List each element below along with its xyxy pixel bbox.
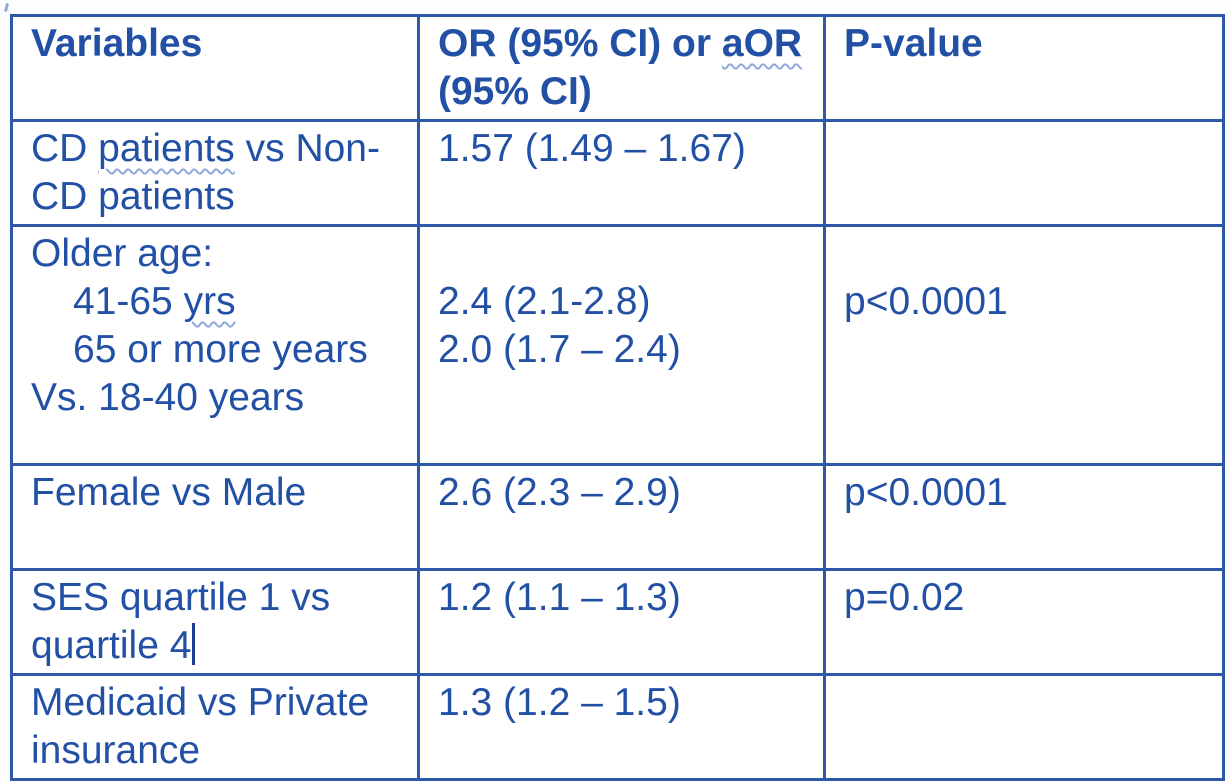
cell-line: Medicaid vs Private: [31, 679, 403, 727]
table-row: Female vs Male 2.6 (2.3 – 2.9) p<0.0001: [10, 463, 1225, 571]
text-segment: 1.57 (1.49 – 1.67): [438, 127, 746, 170]
text-segment: OR (95% CI) or: [438, 22, 722, 65]
table-cell[interactable]: p=0.02: [823, 568, 1225, 676]
text-segment: 2.6 (2.3 – 2.9): [438, 471, 681, 514]
header-row: Variables OR (95% CI) or aOR (95% CI) P-val…: [10, 14, 1225, 122]
text-segment: P-value: [844, 22, 983, 65]
cell-line: 1.2 (1.1 – 1.3): [438, 574, 809, 622]
cell-line: insurance: [31, 727, 403, 775]
cell-line: 2.6 (2.3 – 2.9): [438, 469, 809, 517]
cell-line: 2.0 (1.7 – 2.4): [438, 326, 809, 374]
text-segment: p<0.0001: [844, 471, 1008, 514]
text-segment: 41-65: [73, 280, 184, 323]
table-row: CD patients vs Non- CD patients 1.57 (1.49…: [10, 119, 1225, 227]
cell-line: SES quartile 1 vs: [31, 574, 403, 622]
table-cell[interactable]: 2.4 (2.1-2.8) 2.0 (1.7 – 2.4): [417, 224, 826, 466]
table-cell[interactable]: 1.57 (1.49 – 1.67): [417, 119, 826, 227]
text-segment: p<0.0001: [844, 280, 1008, 323]
table-cell[interactable]: Older age: 41-65 yrs 65 or more years Vs. 1…: [10, 224, 420, 466]
text-segment: Vs. 18-40 years: [31, 376, 305, 419]
cell-line: p=0.02: [844, 574, 1208, 622]
cell-line: 1.3 (1.2 – 1.5): [438, 679, 809, 727]
cell-line: p<0.0001: [844, 469, 1208, 517]
table-row: Medicaid vs Private insurance 1.3 (1.2 – 1…: [10, 673, 1225, 781]
cell-line: CD patients vs Non-: [31, 125, 403, 173]
cell-line: p<0.0001: [844, 278, 1208, 326]
table-cell[interactable]: p<0.0001: [823, 463, 1225, 571]
text-segment: (95% CI): [438, 70, 592, 113]
header-cell[interactable]: Variables: [10, 14, 420, 122]
cell-line: [844, 230, 1208, 278]
text-segment: vs Non-: [234, 127, 380, 170]
cell-line: quartile 4: [31, 622, 403, 670]
cell-line: 65 or more years: [31, 326, 403, 374]
text-segment: quartile 4: [31, 624, 192, 667]
cell-line: Female vs Male: [31, 469, 403, 517]
table-cell[interactable]: SES quartile 1 vs quartile 4: [10, 568, 420, 676]
text-segment: Variables: [31, 22, 203, 65]
table-cell[interactable]: Female vs Male: [10, 463, 420, 571]
table-cell[interactable]: CD patients vs Non- CD patients: [10, 119, 420, 227]
text-segment: Medicaid vs Private: [31, 681, 370, 724]
text-segment: 65 or more years: [73, 328, 368, 371]
cell-line: 2.4 (2.1-2.8): [438, 278, 809, 326]
text-segment: p=0.02: [844, 576, 965, 619]
table-row: Older age: 41-65 yrs 65 or more years Vs. 1…: [10, 224, 1225, 466]
text-segment: Female vs Male: [31, 471, 307, 514]
table-cell[interactable]: p<0.0001: [823, 224, 1225, 466]
text-cursor: [192, 623, 196, 665]
cell-line: Variables: [31, 20, 403, 68]
cell-line: Older age:: [31, 230, 403, 278]
text-segment: 2.0 (1.7 – 2.4): [438, 328, 681, 371]
table-cell[interactable]: 1.3 (1.2 – 1.5): [417, 673, 826, 781]
table-cell[interactable]: 2.6 (2.3 – 2.9): [417, 463, 826, 571]
text-segment: 2.4 (2.1-2.8): [438, 280, 651, 323]
text-segment: CD: [31, 127, 99, 170]
header-cell[interactable]: P-value: [823, 14, 1225, 122]
cell-line: CD patients: [31, 173, 403, 221]
misspelled-word: patients: [98, 127, 235, 170]
text-segment: insurance: [31, 729, 201, 772]
or-results-table: Variables OR (95% CI) or aOR (95% CI) P-val…: [10, 14, 1225, 781]
cell-line: OR (95% CI) or aOR: [438, 20, 809, 68]
text-segment: 1.2 (1.1 – 1.3): [438, 576, 681, 619]
cell-line: 1.57 (1.49 – 1.67): [438, 125, 809, 173]
text-segment: Older age:: [31, 232, 214, 275]
table-cell[interactable]: [823, 673, 1225, 781]
cell-line: 41-65 yrs: [31, 278, 403, 326]
table-row: SES quartile 1 vs quartile 4 1.2 (1.1 – 1.…: [10, 568, 1225, 676]
cell-line: P-value: [844, 20, 1208, 68]
misspelled-word: yrs: [183, 280, 236, 323]
header-cell[interactable]: OR (95% CI) or aOR (95% CI): [417, 14, 826, 122]
table-cell[interactable]: Medicaid vs Private insurance: [10, 673, 420, 781]
cell-line: Vs. 18-40 years: [31, 374, 403, 422]
table-cell[interactable]: 1.2 (1.1 – 1.3): [417, 568, 826, 676]
misspelled-word: aOR: [721, 22, 803, 65]
cell-line: [438, 230, 809, 278]
table-cell[interactable]: [823, 119, 1225, 227]
text-segment: CD patients: [31, 175, 235, 218]
text-segment: SES quartile 1 vs: [31, 576, 331, 619]
stray-mark: [3, 2, 10, 13]
text-segment: 1.3 (1.2 – 1.5): [438, 681, 681, 724]
table-body: Variables OR (95% CI) or aOR (95% CI) P-val…: [10, 14, 1225, 781]
cell-line: (95% CI): [438, 68, 809, 116]
